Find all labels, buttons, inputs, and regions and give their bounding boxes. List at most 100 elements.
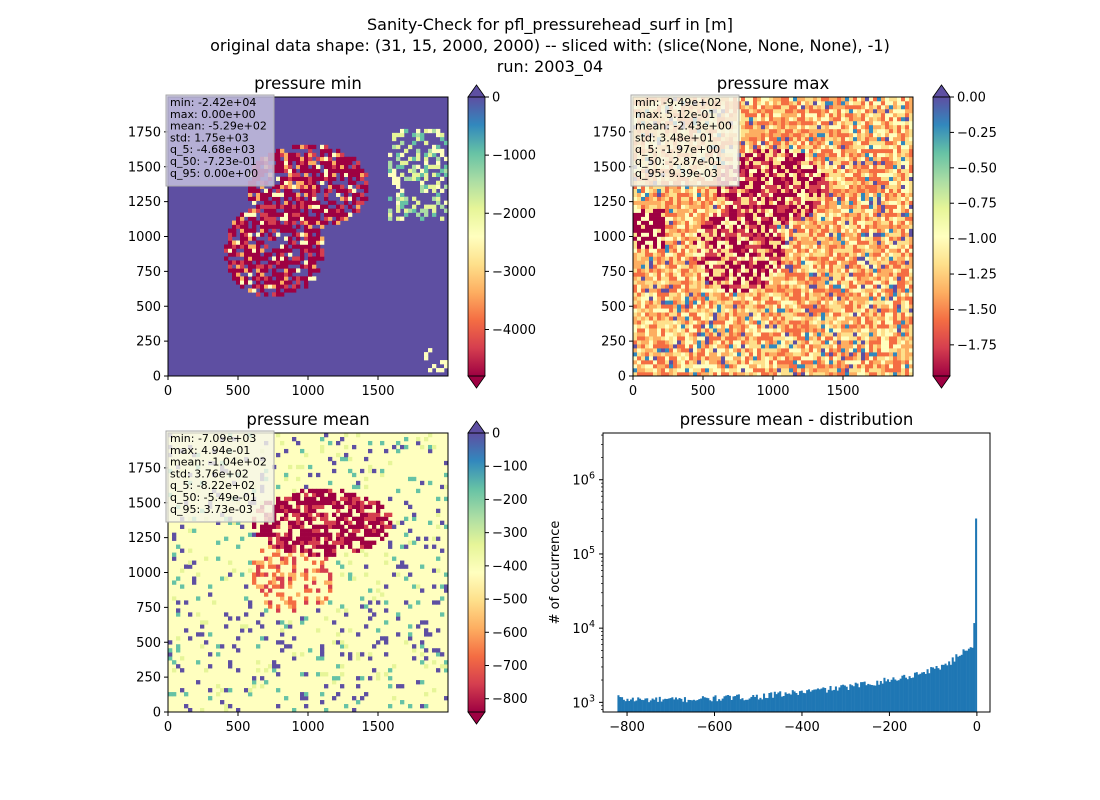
- heatmap-cell: [741, 240, 746, 245]
- heatmap-cell: [821, 224, 826, 229]
- heatmap-cell: [753, 204, 758, 209]
- heatmap-cell: [316, 236, 321, 241]
- heatmap-cell: [785, 312, 790, 317]
- heatmap-cell: [637, 236, 642, 241]
- heatmap-cell: [825, 120, 830, 126]
- heatmap-cell: [753, 196, 758, 201]
- heatmap-cell: [689, 324, 694, 329]
- heatmap-cell: [268, 284, 273, 289]
- heatmap-cell: [849, 168, 854, 174]
- heatmap-cell: [673, 192, 678, 197]
- heatmap-cell: [292, 192, 297, 197]
- heatmap-cell: [737, 216, 742, 221]
- heatmap-cell: [781, 144, 786, 150]
- heatmap-cell: [833, 272, 838, 277]
- heatmap-cell: [833, 264, 838, 269]
- heatmap-cell: [865, 156, 870, 162]
- heatmap-cell: [789, 164, 794, 170]
- heatmap-cell: [637, 356, 642, 361]
- heatmap-cell: [737, 332, 742, 337]
- heatmap-cell: [649, 312, 654, 317]
- heatmap-cell: [777, 252, 782, 257]
- heatmap-cell: [785, 368, 790, 373]
- heatmap-cell: [320, 180, 325, 185]
- heatmap-cell: [753, 148, 758, 154]
- heatmap-cell: [813, 136, 818, 142]
- heatmap-cell: [749, 280, 754, 285]
- heatmap-cell: [725, 212, 730, 217]
- heatmap-cell: [741, 328, 746, 333]
- heatmap-cell: [789, 200, 794, 205]
- heatmap-cell: [805, 108, 810, 114]
- heatmap-cell: [861, 104, 866, 110]
- heatmap-cell: [308, 196, 313, 201]
- heatmap-cell: [773, 240, 778, 245]
- heatmap-cell: [821, 372, 826, 377]
- heatmap-cell: [312, 236, 317, 241]
- heatmap-cell: [765, 340, 770, 345]
- heatmap-cell: [264, 208, 269, 213]
- heatmap-cell: [304, 208, 309, 213]
- heatmap-cell: [753, 356, 758, 361]
- heatmap-cell: [296, 152, 301, 158]
- heatmap-cell: [765, 112, 770, 118]
- heatmap-cell: [829, 248, 834, 253]
- heatmap-cell: [693, 268, 698, 273]
- heatmap-cell: [837, 104, 842, 110]
- heatmap-cell: [833, 136, 838, 142]
- heatmap-cell: [697, 284, 702, 289]
- heatmap-cell: [781, 168, 786, 174]
- heatmap-cell: [781, 156, 786, 162]
- heatmap-cell: [841, 352, 846, 357]
- heatmap-cell: [272, 268, 277, 273]
- heatmap-cell: [797, 276, 802, 281]
- heatmap-cell: [765, 192, 770, 197]
- heatmap-cell: [709, 204, 714, 209]
- heatmap-cell: [280, 192, 285, 197]
- heatmap-cell: [308, 228, 313, 233]
- heatmap-cell: [264, 188, 269, 193]
- heatmap-cell: [761, 200, 766, 205]
- heatmap-cell: [689, 212, 694, 217]
- heatmap-cell: [813, 224, 818, 229]
- heatmap-cell: [769, 340, 774, 345]
- heatmap-cell: [697, 304, 702, 309]
- heatmap-cell: [805, 336, 810, 341]
- heatmap-cell: [865, 244, 870, 249]
- heatmap-cell: [737, 256, 742, 261]
- heatmap-cell: [821, 208, 826, 213]
- heatmap-cell: [829, 268, 834, 273]
- heatmap-cell: [781, 264, 786, 269]
- heatmap-cell: [769, 356, 774, 361]
- heatmap-cell: [709, 252, 714, 257]
- heatmap-cell: [653, 240, 658, 245]
- heatmap-cell: [813, 220, 818, 225]
- heatmap-cell: [681, 264, 686, 269]
- heatmap-cell: [765, 284, 770, 289]
- heatmap-cell: [785, 156, 790, 162]
- heatmap-cell: [813, 208, 818, 213]
- heatmap-cell: [769, 188, 774, 193]
- heatmap-cell: [396, 200, 401, 205]
- heatmap-cell: [685, 220, 690, 225]
- heatmap-cell: [316, 248, 321, 253]
- heatmap-cell: [348, 188, 353, 193]
- heatmap-cell: [721, 360, 726, 365]
- heatmap-cell: [300, 276, 305, 281]
- heatmap-cell: [745, 364, 750, 369]
- heatmap-cell: [737, 356, 742, 361]
- heatmap-cell: [665, 292, 670, 297]
- heatmap-cell: [805, 144, 810, 150]
- heatmap-cell: [645, 228, 650, 233]
- heatmap-cell: [861, 224, 866, 229]
- heatmap-cell: [665, 204, 670, 209]
- heatmap-cell: [861, 248, 866, 253]
- heatmap-cell: [853, 332, 858, 337]
- heatmap-cell: [296, 236, 301, 241]
- heatmap-cell: [733, 284, 738, 289]
- heatmap-cell: [296, 184, 301, 189]
- heatmap-cell: [400, 140, 405, 146]
- heatmap-cell: [673, 372, 678, 377]
- heatmap-cell: [849, 328, 854, 333]
- heatmap-cell: [440, 132, 445, 138]
